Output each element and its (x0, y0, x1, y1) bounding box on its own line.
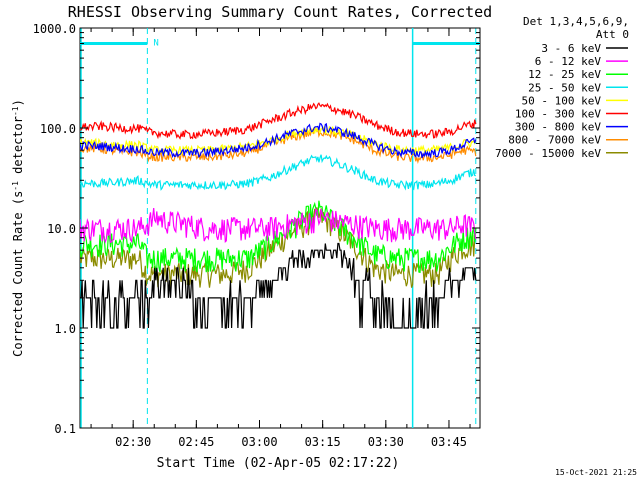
x-axis-label: Start Time (02-Apr-05 02:17:22) (157, 456, 400, 471)
y-axis: 0.1 1.0 10.0 100.0 1000.0 (33, 22, 480, 436)
y-axis-label-main: Corrected Count Rate (s (11, 191, 25, 357)
y-tick-label: 1.0 (54, 322, 76, 336)
legend-label: 50 - 100 keV (522, 94, 602, 107)
legend-label: 25 - 50 keV (528, 81, 601, 94)
night-marker-label: N (153, 38, 158, 48)
series-line-3to6keV (80, 242, 477, 329)
x-tick-label: 03:15 (305, 435, 341, 449)
series-group (80, 102, 477, 329)
x-tick-label: 03:00 (241, 435, 277, 449)
y-axis-label-mid: detector (11, 116, 25, 181)
legend-label: 3 - 6 keV (541, 42, 601, 55)
chart-title: RHESSI Observing Summary Count Rates, Co… (68, 3, 492, 21)
x-tick-label: 02:45 (178, 435, 214, 449)
y-tick-label: 1000.0 (33, 22, 76, 36)
y-tick-label: 10.0 (47, 222, 76, 236)
series-line-25to50keV (80, 154, 476, 191)
y-axis-label-sup2: -1 (11, 106, 20, 116)
x-axis: 02:30 02:45 03:00 03:15 03:30 03:45 (90, 28, 471, 449)
legend-label: 800 - 7000 keV (508, 134, 601, 147)
legend-label: 6 - 12 keV (535, 55, 602, 68)
x-tick-label: 03:45 (431, 435, 467, 449)
legend-header-line-2: Att 0 (596, 28, 629, 41)
legend-header-line-1: Det 1,3,4,5,6,9, (523, 15, 629, 28)
series-line-300to800keV (80, 122, 477, 159)
x-tick-label: 02:30 (115, 435, 151, 449)
legend-label: 100 - 300 keV (515, 108, 601, 121)
y-tick-label: 100.0 (40, 122, 76, 136)
series-line-100to300keV (80, 102, 477, 140)
footer-date: 15-Oct-2021 21:25 (555, 468, 637, 477)
legend-label: 12 - 25 keV (528, 68, 601, 81)
y-axis-label: Corrected Count Rate (s-1 detector-1) (11, 99, 26, 357)
legend-label: 300 - 800 keV (515, 121, 601, 134)
y-tick-label: 0.1 (54, 422, 76, 436)
y-axis-label-end: ) (11, 99, 25, 106)
legend-label: 7000 - 15000 keV (495, 147, 601, 160)
series-line-12to25keV (80, 200, 477, 274)
series-line-6to12keV (80, 208, 477, 244)
x-tick-label: 03:30 (368, 435, 404, 449)
y-axis-label-sup1: -1 (11, 181, 20, 191)
plot-area: N (79, 27, 481, 429)
